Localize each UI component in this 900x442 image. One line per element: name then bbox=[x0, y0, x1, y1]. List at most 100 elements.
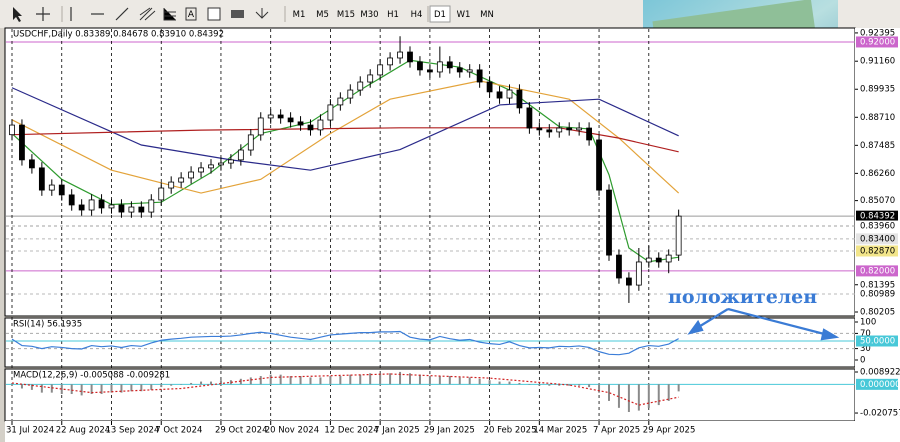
macd-bar bbox=[478, 378, 481, 385]
candle-body bbox=[257, 117, 264, 136]
macd-bar bbox=[488, 380, 491, 385]
macd-bar bbox=[379, 373, 382, 385]
macd-bar bbox=[627, 384, 630, 412]
level-label-box bbox=[856, 378, 898, 390]
panel-title: USDCHF,Daily 0.83389 0.84678 0.83910 0.8… bbox=[13, 30, 224, 40]
level-label-box bbox=[856, 220, 898, 232]
candle-body bbox=[108, 204, 115, 209]
macd-bar bbox=[329, 376, 332, 385]
candle-body bbox=[596, 139, 602, 191]
label-layer: 0.92395 0.91160 0.89935 0.88710 0.87485 0.862… bbox=[6, 28, 900, 435]
candle-body bbox=[476, 69, 483, 83]
macd-bar bbox=[309, 377, 312, 385]
rsi-line bbox=[11, 330, 679, 356]
candle-body bbox=[347, 89, 354, 99]
candle-body bbox=[496, 91, 503, 99]
candle-body bbox=[506, 89, 513, 99]
candle-body bbox=[426, 69, 433, 73]
moving-average bbox=[11, 80, 680, 194]
y-tick-label: 30 bbox=[860, 344, 871, 354]
candle-body bbox=[377, 64, 384, 76]
label-tool[interactable] bbox=[207, 7, 221, 21]
macd-bar bbox=[359, 374, 362, 385]
timeframe-button[interactable]: MN bbox=[480, 10, 494, 20]
macd-bar bbox=[170, 384, 173, 386]
timeframe-button[interactable]: M30 bbox=[360, 10, 378, 20]
macd-bar bbox=[180, 384, 183, 385]
macd-bar bbox=[219, 380, 222, 385]
x-tick-label: 29 Jan 2025 bbox=[424, 426, 475, 436]
arrows-tool[interactable] bbox=[255, 8, 269, 19]
timeframe-button[interactable]: W1 bbox=[457, 10, 471, 20]
crosshair-tool[interactable] bbox=[36, 7, 50, 21]
candle-body bbox=[446, 61, 453, 69]
panel-title: RSI(14) 56.1935 bbox=[13, 320, 82, 330]
candle-body bbox=[38, 167, 45, 191]
timeframe-button[interactable]: H1 bbox=[387, 10, 399, 20]
macd-bar bbox=[120, 384, 123, 393]
candle-body bbox=[466, 69, 473, 73]
candle-body bbox=[516, 89, 523, 109]
text-tool-frame[interactable] bbox=[185, 7, 197, 21]
timeframe-button[interactable]: M5 bbox=[316, 10, 329, 20]
candle-body bbox=[208, 164, 214, 169]
macd-bar bbox=[90, 384, 93, 395]
macd-bar bbox=[140, 384, 143, 392]
macd-bar bbox=[369, 373, 372, 385]
macd-bar bbox=[299, 376, 302, 385]
candle-body bbox=[247, 134, 254, 151]
candle-body bbox=[566, 127, 573, 131]
candle-body bbox=[397, 51, 403, 59]
level-label: 0.83960 bbox=[860, 222, 895, 232]
candle-body bbox=[188, 171, 195, 179]
trendline-tool[interactable] bbox=[115, 7, 129, 21]
channel-tool[interactable] bbox=[139, 7, 156, 21]
fibo-tool[interactable] bbox=[163, 8, 176, 21]
candle-body bbox=[287, 117, 294, 123]
candle-body bbox=[48, 184, 55, 191]
candle-body bbox=[128, 206, 135, 213]
macd-bar bbox=[399, 371, 402, 385]
macd-bar bbox=[210, 381, 212, 385]
y-tick-label: 0.87485 bbox=[860, 141, 895, 151]
x-tick-label: 7 Oct 2024 bbox=[155, 426, 202, 436]
candle-body bbox=[357, 81, 364, 91]
candle-body bbox=[307, 124, 314, 131]
level-label: 0.84392 bbox=[860, 212, 895, 222]
shape-tool[interactable] bbox=[231, 10, 244, 18]
macd-bar bbox=[70, 384, 73, 395]
level-label: 0.83400 bbox=[860, 234, 895, 244]
candle-body bbox=[118, 204, 125, 213]
y-tick-label: 0.91160 bbox=[860, 57, 895, 67]
plot-layer bbox=[6, 29, 855, 420]
macd-bar bbox=[538, 384, 541, 386]
candle-body bbox=[456, 67, 463, 73]
timeframe-button[interactable]: M15 bbox=[337, 10, 355, 20]
x-tick-label: 29 Apr 2025 bbox=[643, 426, 696, 436]
candle-body bbox=[536, 127, 543, 131]
timeframe-button[interactable]: M1 bbox=[293, 10, 306, 20]
macd-bar bbox=[259, 376, 262, 385]
candle-body bbox=[218, 162, 224, 166]
macd-bar bbox=[598, 384, 601, 393]
candle-body bbox=[635, 261, 642, 286]
macd-bar bbox=[548, 384, 551, 386]
x-tick-label: 7 Jan 2025 bbox=[374, 426, 420, 436]
candle-body bbox=[486, 81, 493, 93]
macd-bar bbox=[20, 384, 23, 389]
macd-bar bbox=[558, 384, 561, 386]
timeframe-button[interactable]: D1 bbox=[434, 10, 446, 20]
timeframe-button[interactable]: H4 bbox=[411, 10, 423, 20]
y-tick-label: 0.92395 bbox=[860, 28, 895, 38]
macd-bar bbox=[50, 384, 53, 393]
macd-bar bbox=[588, 384, 591, 388]
candle-body bbox=[436, 61, 443, 73]
macd-bar bbox=[160, 384, 163, 388]
cursor-tool[interactable] bbox=[13, 7, 22, 22]
arrow-shaft bbox=[727, 307, 833, 338]
candle-body bbox=[19, 124, 25, 161]
y-tick-label: 0.85070 bbox=[860, 196, 895, 206]
level-label-box bbox=[856, 265, 898, 277]
candle-body bbox=[576, 127, 583, 131]
moving-average bbox=[11, 127, 679, 153]
